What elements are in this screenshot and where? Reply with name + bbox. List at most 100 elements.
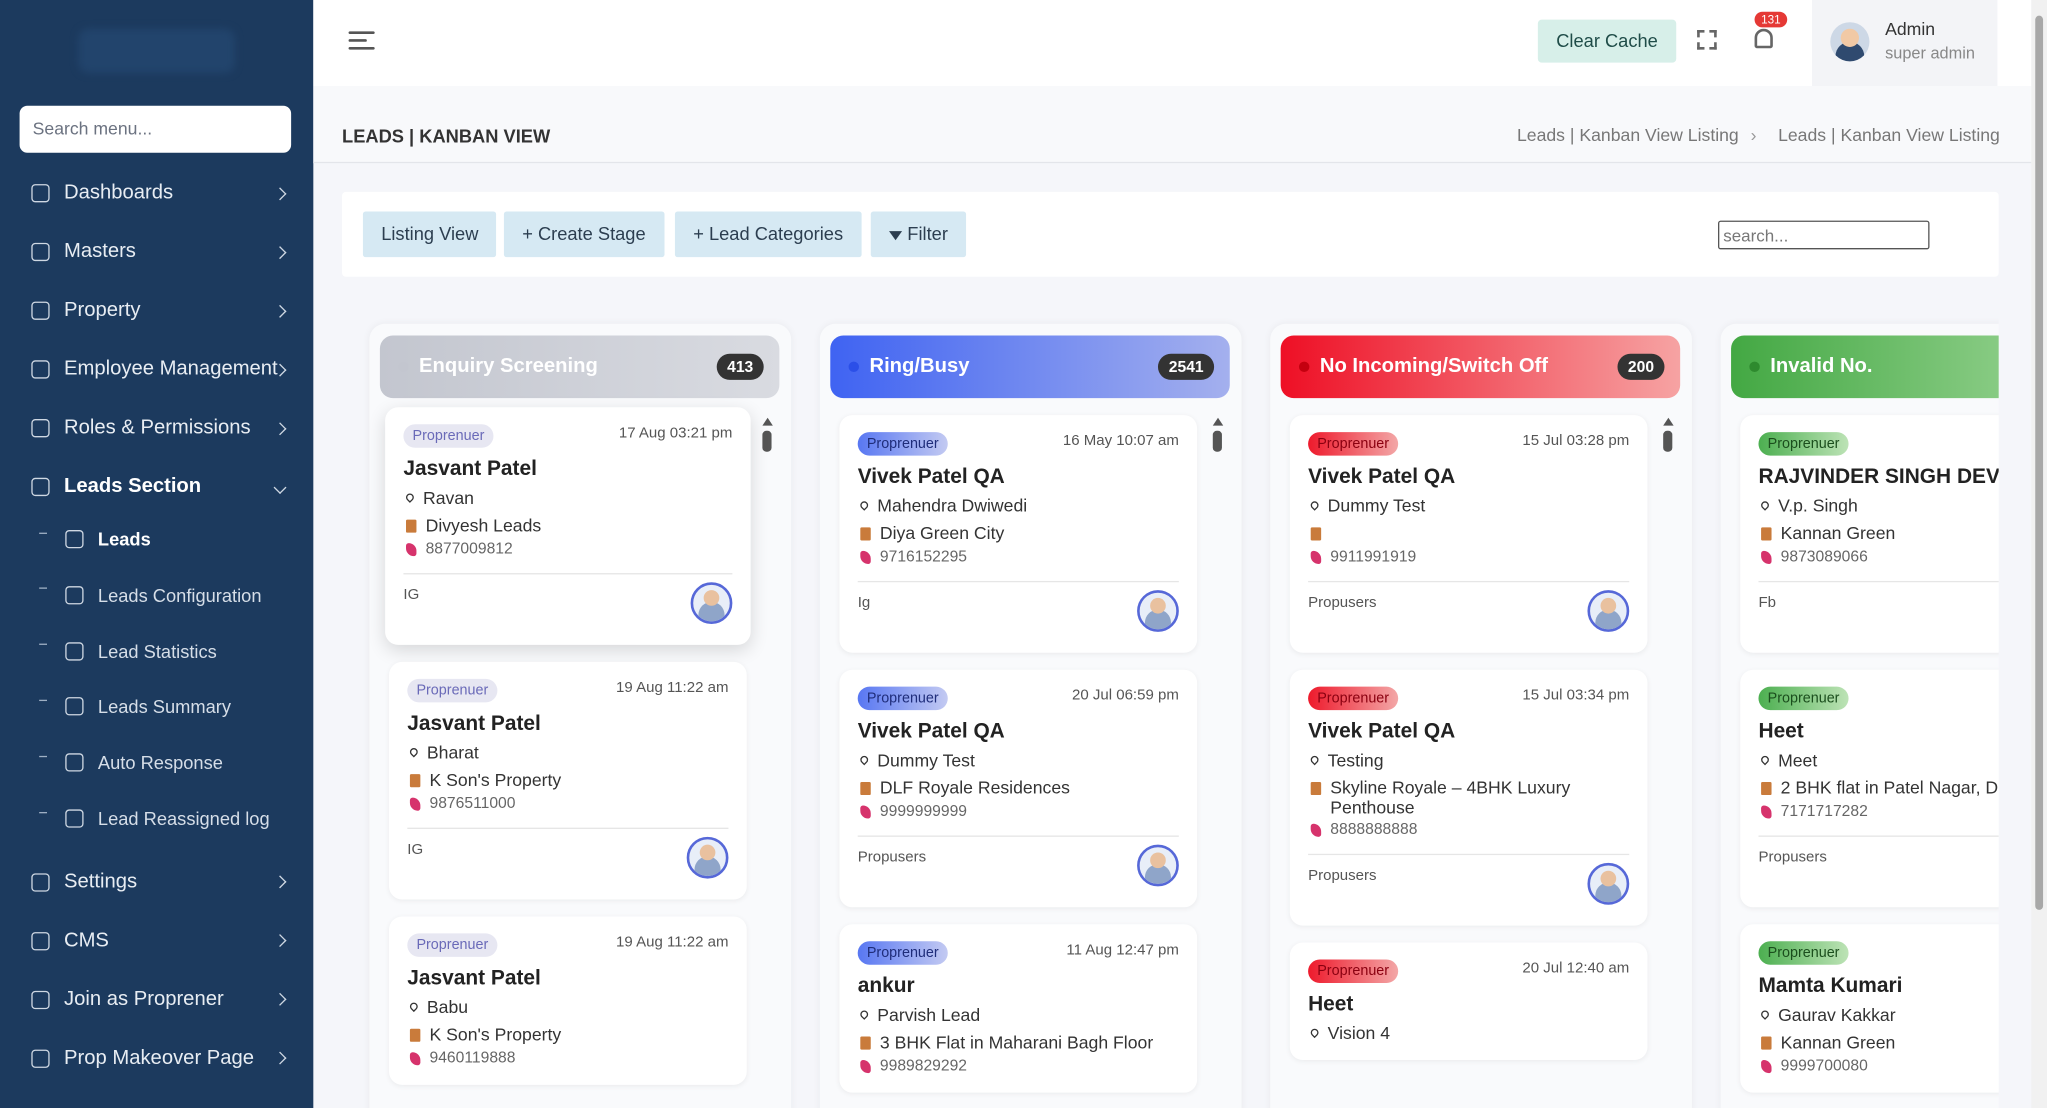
menu-item[interactable]: Employee Management: [0, 343, 313, 395]
notification-bell[interactable]: [1754, 28, 1773, 49]
lead-name: RAJVINDER SINGH DEVG..: [1758, 466, 1999, 489]
column-title: No Incoming/Switch Off: [1319, 355, 1549, 378]
chevron: [273, 421, 287, 435]
kanban-column: No Incoming/Switch Off 200 Proprenuer 15 Ju…: [1270, 323, 1692, 1108]
lead-card[interactable]: Proprenuer 17 Aug 03:21 pm Jasvant Patel Ra…: [385, 407, 751, 645]
column-dot: [1749, 361, 1760, 373]
menu-item[interactable]: Join as Proprener: [0, 974, 313, 1026]
property-name: K Son's Property: [429, 770, 562, 790]
contact-name: Dummy Test: [877, 750, 975, 771]
column-scrollbar[interactable]: [1663, 417, 1674, 452]
house-icon: [409, 774, 421, 788]
lead-contact: Meet: [1758, 751, 1998, 772]
kanban-column: Ring/Busy 2541 Proprenuer 16 May 10:07 am Vi…: [819, 323, 1242, 1108]
phone-number: 9873089066: [1780, 546, 1868, 566]
button-label: Filter: [907, 223, 948, 245]
house-icon: [1310, 781, 1322, 796]
menu-item[interactable]: CMS: [0, 915, 313, 967]
lead-card[interactable]: Proprenuer 20 Jul 06:59 pm Vivek Patel QA D…: [839, 669, 1198, 908]
lead-date: 20 Jul 12:40 am: [1522, 960, 1630, 977]
submenu-item[interactable]: Auto Response: [0, 739, 313, 786]
lead-card[interactable]: Proprenuer 15 Jul 03:28 pm Vivek Patel QA D…: [1289, 415, 1648, 653]
menu-label: Roles & Permissions: [63, 416, 251, 439]
lead-source: Fb: [1758, 595, 1777, 611]
menu-item[interactable]: Dashboards: [0, 167, 313, 219]
column-scrollbar[interactable]: [762, 417, 773, 452]
submenu-item[interactable]: Lead Statistics: [0, 627, 313, 674]
house-icon: [1761, 781, 1772, 796]
menu-item[interactable]: Masters: [0, 226, 313, 278]
menu-item[interactable]: Prop Makeover Page: [0, 1032, 313, 1084]
chevron: [273, 1052, 287, 1065]
menu-label: Employee Management: [63, 357, 278, 380]
toolbar-button[interactable]: Filter: [870, 211, 967, 258]
submenu-item[interactable]: Lead Reassigned log: [0, 795, 313, 842]
chevron: [273, 186, 287, 200]
button-label: + Lead Categories: [693, 223, 844, 245]
lead-contact: Dummy Test: [1308, 496, 1629, 517]
submenu-icon: [65, 809, 84, 828]
contact-name: Dummy Test: [1327, 496, 1426, 516]
card-footer: IG: [407, 827, 729, 884]
phone-number: 9911991919: [1330, 546, 1417, 566]
menu-item[interactable]: Settings: [0, 856, 313, 908]
lead-phone: 9989829292: [858, 1056, 1179, 1077]
scroll-thumb: [1663, 430, 1673, 452]
toolbar-button[interactable]: + Create Stage: [503, 211, 664, 258]
menu-icon: [31, 873, 50, 892]
card-footer: Propusers: [1308, 580, 1630, 637]
menu-label: Masters: [63, 240, 136, 263]
property-name: Divyesh Leads: [425, 515, 542, 536]
column-dot: [1298, 361, 1310, 373]
kanban-search[interactable]: search...: [1718, 220, 1930, 250]
menu-item[interactable]: Roles & Permissions: [0, 402, 313, 454]
contact-name: Mahendra Dwiwedi: [877, 496, 1028, 516]
lead-card[interactable]: Proprenuer 11 Aug 12:47 pm ankur Parvish Le…: [839, 924, 1198, 1093]
kanban-column: Enquiry Screening 413 Proprenuer 17 Aug 03:…: [369, 323, 792, 1108]
lead-contact: V.p. Singh: [1758, 496, 1998, 517]
submenu-item[interactable]: Leads: [0, 516, 313, 563]
menu-item[interactable]: Property: [0, 285, 313, 337]
clear-cache-button[interactable]: Clear Cache: [1537, 19, 1677, 63]
pin-icon: [858, 754, 870, 766]
menu-toggle[interactable]: [348, 31, 375, 54]
user-menu[interactable]: Admin super admin: [1812, 0, 1998, 87]
contact-name: Meet: [1778, 750, 1818, 771]
lead-source: Propusers: [1308, 868, 1377, 884]
lead-phone: 9460119888: [407, 1048, 728, 1069]
lead-contact: Parvish Lead: [858, 1005, 1179, 1026]
column-title: Invalid No.: [1770, 355, 1873, 378]
submenu-item[interactable]: Leads Summary: [0, 683, 313, 730]
lead-card[interactable]: Proprenuer 19 Aug 11:22 am Jasvant Patel Bh…: [389, 661, 747, 900]
submenu-label: Lead Statistics: [97, 640, 217, 662]
breadcrumb[interactable]: Leads | Kanban View Listing: [1516, 125, 1739, 145]
contact-name: Vision 4: [1327, 1023, 1391, 1044]
chevron: [273, 245, 287, 259]
lead-tag: Proprenuer: [403, 424, 494, 448]
lead-name: Heet: [1758, 720, 1804, 743]
pin-icon: [858, 499, 870, 511]
menu-search[interactable]: Search menu...: [19, 105, 292, 153]
lead-tag: Proprenuer: [857, 432, 948, 456]
property-name: Kannan Green: [1780, 523, 1896, 544]
fullscreen-icon[interactable]: [1697, 30, 1717, 50]
page-scrollbar[interactable]: [2031, 0, 2047, 1108]
submenu-icon: [65, 641, 84, 661]
lead-card[interactable]: Proprenuer 16 May 10:07 am Vivek Patel QA M…: [839, 415, 1198, 653]
lead-phone: 9999700080: [1758, 1056, 1998, 1077]
lead-card[interactable]: Proprenuer 19 Aug 11:22 am Jasvant Patel Ba…: [389, 916, 747, 1085]
lead-card[interactable]: Proprenuer 15 Jul 03:34 pm Vivek Patel QA T…: [1289, 669, 1648, 926]
column-scrollbar[interactable]: [1212, 417, 1224, 452]
submenu-item[interactable]: Leads Configuration: [0, 572, 313, 619]
lead-phone: 8877009812: [403, 539, 732, 560]
lead-source: Ig: [857, 595, 871, 611]
toolbar-button[interactable]: + Lead Categories: [674, 211, 862, 258]
chevron: [273, 934, 287, 948]
toolbar-button[interactable]: Listing View: [362, 211, 497, 258]
lead-card[interactable]: Proprenuer 20 Jul 12:40 am Heet Vision 4: [1289, 942, 1648, 1061]
menu-item[interactable]: Leads Section: [0, 461, 313, 513]
